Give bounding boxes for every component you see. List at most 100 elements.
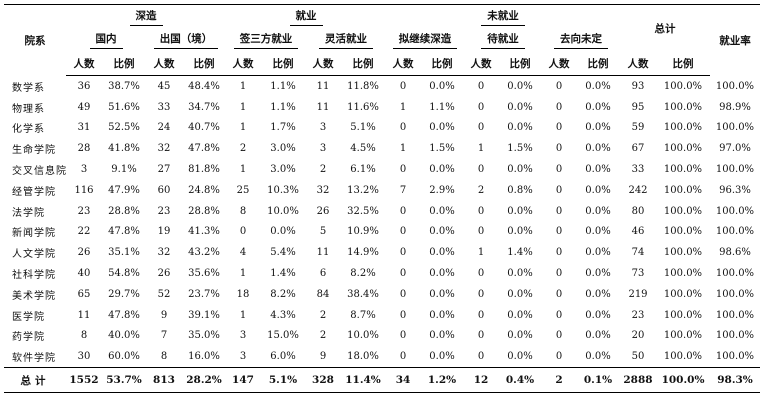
- table-cell: 31: [77, 122, 91, 134]
- table-cell: 41.3%: [188, 226, 220, 238]
- table-cell: 0: [477, 205, 485, 217]
- table-cell: 9: [160, 309, 168, 321]
- group-employed-label: 就业: [289, 8, 323, 26]
- table-cell: 100.0%: [663, 122, 703, 134]
- total-label: 总计: [4, 367, 66, 394]
- table-cell: 6.1%: [350, 164, 376, 176]
- table-cell: 0: [399, 226, 407, 238]
- sub-waiting: 待就业: [464, 28, 542, 51]
- table-cell: 11: [316, 247, 330, 259]
- table-cell: 0.0%: [507, 309, 533, 321]
- table-cell: 10.0%: [347, 330, 379, 342]
- table-cell: 0.0%: [429, 330, 455, 342]
- table-cell: 50: [631, 351, 645, 363]
- table-cell: 3: [239, 351, 247, 363]
- table-cell: 47.9%: [108, 184, 140, 196]
- table-cell: 0.0%: [507, 226, 533, 238]
- table-cell: 41.8%: [108, 143, 140, 155]
- table-cell: 22: [77, 226, 91, 238]
- table-cell: 40: [77, 268, 91, 280]
- table-cell: 28.8%: [108, 205, 140, 217]
- table-cell: 26: [77, 247, 91, 259]
- table-cell: 43.2%: [188, 247, 220, 259]
- department-name: 交叉信息院: [12, 166, 66, 178]
- table-cell: 0: [555, 184, 563, 196]
- table-row: 社科学院 40 54.8% 26 35.6% 1 1.4% 6 8.2% 0 0.0% 0 0.0% 0 0…: [4, 263, 760, 284]
- department-name: 软件学院: [12, 353, 56, 365]
- table-cell: 0: [477, 351, 485, 363]
- table-cell: 0.0%: [507, 268, 533, 280]
- table-cell: 23: [77, 205, 91, 217]
- table-cell: 0: [477, 268, 485, 280]
- sub-domestic: 国内: [66, 28, 146, 51]
- table-row: 软件学院 30 60.0% 8 16.0% 3 6.0% 9 18.0% 0 0.0% 0 0.0% 0 0…: [4, 346, 760, 367]
- table-cell: 0.0%: [429, 268, 455, 280]
- table-cell: 34.7%: [188, 101, 220, 113]
- table-cell: 0: [477, 101, 485, 113]
- total-cell: 813: [146, 367, 182, 394]
- table-cell: 0.0%: [507, 101, 533, 113]
- table-cell: 0.0%: [585, 330, 611, 342]
- table-cell: 1.4%: [270, 268, 296, 280]
- table-cell: 1: [239, 101, 247, 113]
- table-cell: 0.0%: [507, 122, 533, 134]
- table-cell: 0.0%: [507, 330, 533, 342]
- table-cell: 46: [631, 226, 645, 238]
- table-cell: 100.0%: [663, 205, 703, 217]
- table-cell: 0.0%: [507, 80, 533, 92]
- table-cell: 27: [157, 164, 171, 176]
- table-cell: 96.3%: [719, 184, 751, 196]
- table-row: 医学院 11 47.8% 9 39.1% 1 4.3% 2 8.7% 0 0.0% 0 0.0% 0 0.0…: [4, 305, 760, 326]
- table-cell: 35.6%: [188, 268, 220, 280]
- group-unemployed: 未就业: [386, 4, 620, 28]
- table-cell: 0.0%: [429, 288, 455, 300]
- total-cell: 53.7%: [102, 367, 146, 394]
- count-header: 人数: [146, 51, 182, 76]
- table-cell: 0: [399, 288, 407, 300]
- group-employed: 就业: [226, 4, 386, 28]
- table-cell: 100.0%: [715, 205, 755, 217]
- table-cell: 1.7%: [270, 122, 296, 134]
- ratio-header: 比例: [656, 51, 710, 76]
- ratio-header: 比例: [420, 51, 464, 76]
- count-header: 人数: [66, 51, 102, 76]
- table-cell: 7: [399, 184, 407, 196]
- table-cell: 0: [555, 330, 563, 342]
- table-cell: 0: [399, 247, 407, 259]
- table-cell: 23.7%: [188, 288, 220, 300]
- table-cell: 0: [399, 164, 407, 176]
- table-cell: 1: [477, 247, 485, 259]
- table-cell: 10.0%: [267, 205, 299, 217]
- sub-contract-label: 签三方就业: [233, 31, 299, 49]
- table-cell: 0.0%: [585, 309, 611, 321]
- table-cell: 26: [157, 268, 171, 280]
- sub-abroad: 出国（境）: [146, 28, 226, 51]
- table-cell: 0.0%: [585, 351, 611, 363]
- table-cell: 47.8%: [108, 309, 140, 321]
- table-cell: 0: [555, 122, 563, 134]
- table-cell: 100.0%: [715, 226, 755, 238]
- table-cell: 0: [555, 268, 563, 280]
- table-cell: 47.8%: [188, 143, 220, 155]
- table-cell: 100.0%: [715, 268, 755, 280]
- count-header: 人数: [464, 51, 498, 76]
- table-cell: 0: [555, 226, 563, 238]
- total-cell: 98.3%: [710, 367, 760, 394]
- table-cell: 1: [399, 101, 407, 113]
- sub-flexible-label: 灵活就业: [319, 31, 373, 49]
- table-cell: 11: [316, 80, 330, 92]
- department-name: 化学系: [12, 124, 45, 136]
- table-cell: 0.0%: [507, 288, 533, 300]
- group-study-label: 深造: [129, 8, 163, 26]
- sub-undecided-label: 去向未定: [554, 31, 608, 49]
- count-header: 人数: [620, 51, 656, 76]
- table-cell: 100.0%: [715, 309, 755, 321]
- table-cell: 15.0%: [267, 330, 299, 342]
- table-cell: 0: [555, 247, 563, 259]
- table-cell: 5: [319, 226, 327, 238]
- table-cell: 3: [239, 330, 247, 342]
- table-row: 药学院 8 40.0% 7 35.0% 3 15.0% 2 10.0% 0 0.0% 0 0.0% 0 0.…: [4, 326, 760, 347]
- table-cell: 32: [316, 184, 330, 196]
- table-cell: 11.6%: [347, 101, 379, 113]
